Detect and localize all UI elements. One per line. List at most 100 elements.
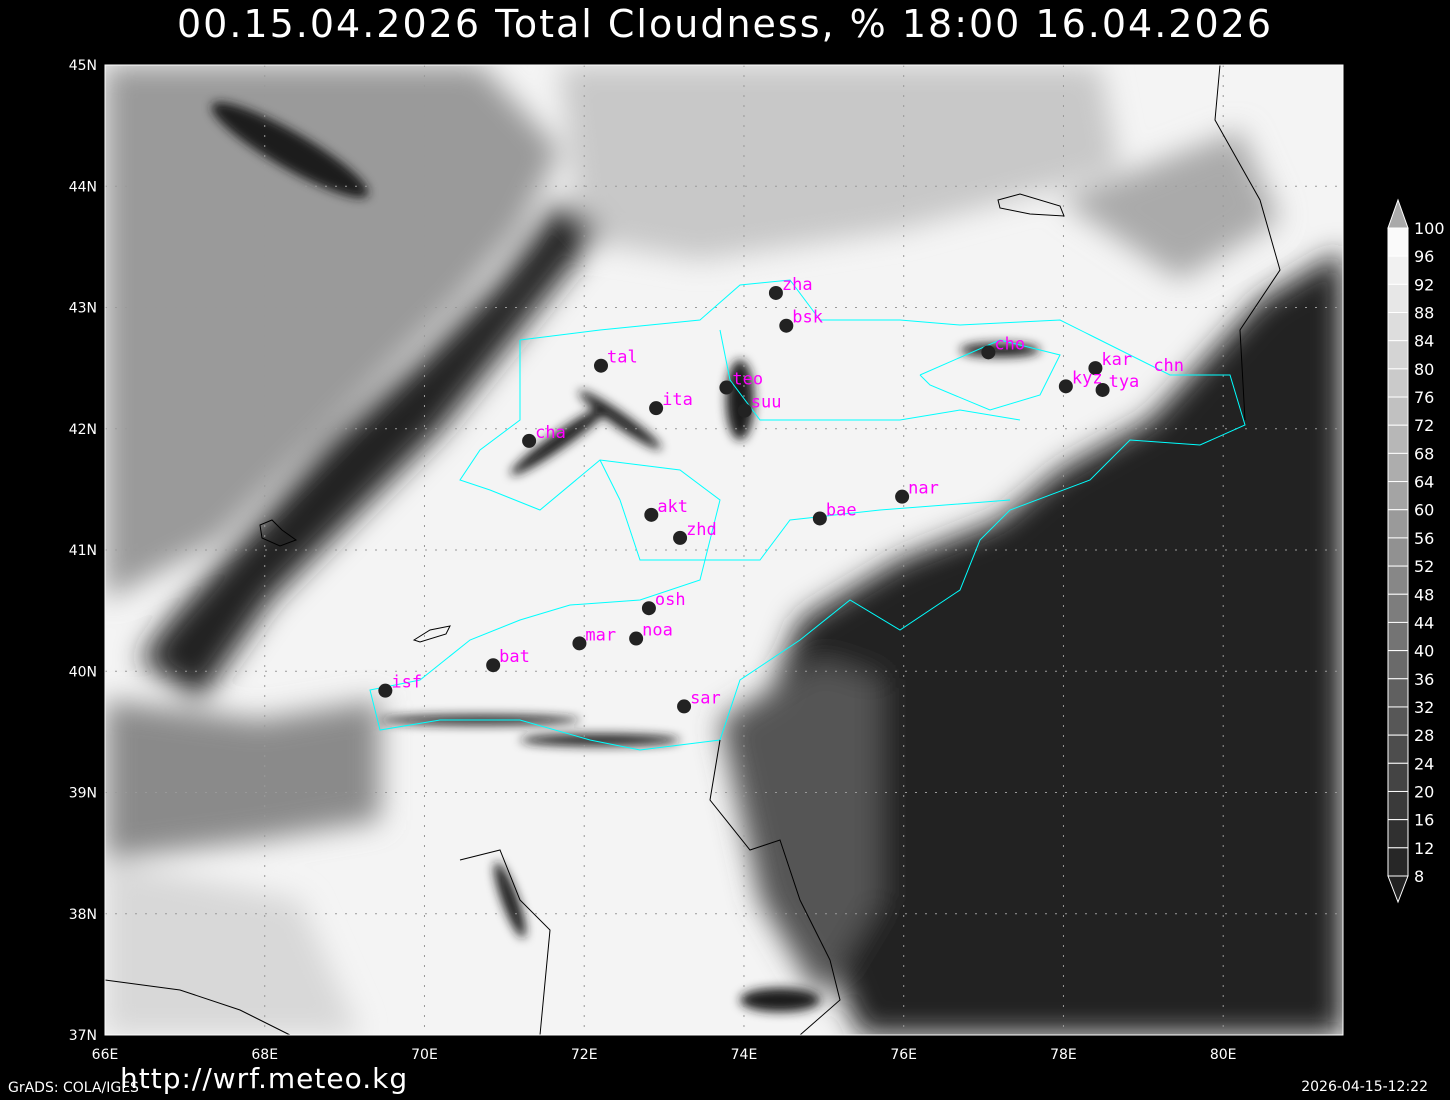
station-marker-zhd [673,530,688,545]
colorbar-label: 68 [1414,444,1434,463]
lat-tick-label: 39N [69,786,97,802]
station-marker-isf [378,683,393,698]
station-label-sar: sar [690,688,721,708]
colorbar-label: 52 [1414,557,1434,576]
colorbar-bin [1387,227,1409,257]
station-label-cho: cho [994,334,1025,354]
station-marker-noa [629,631,644,646]
colorbar-label: 80 [1414,360,1434,379]
lon-tick-label: 72E [571,1047,598,1063]
map-frame [104,64,1344,1036]
colorbar-bin [1387,396,1409,426]
map-title: 00.15.04.2026 Total Cloudness, % 18:00 1… [176,2,1274,46]
station-marker-bsk [779,318,794,333]
station-marker-nar [895,489,910,504]
colorbar-label: 12 [1414,839,1434,858]
station-label-cha: cha [535,423,566,443]
lon-tick-label: 80E [1210,1047,1237,1063]
station-marker-tya [1095,382,1110,397]
station-marker-osh [641,601,656,616]
station-label-isf: isf [391,673,422,693]
colorbar-label: 72 [1414,416,1434,435]
colorbar-min-arrow [1387,875,1409,904]
lat-tick-label: 42N [69,422,97,438]
colorbar-label: 48 [1414,585,1434,604]
station-label-chn: chn [1153,356,1184,376]
colorbar-bin [1387,283,1409,314]
station-label-kyz: kyz [1072,368,1103,388]
lon-tick-label: 78E [1050,1047,1077,1063]
colorbar-bin [1387,452,1409,483]
colorbar-bin [1387,424,1409,454]
station-marker-kyz [1058,379,1073,394]
colorbar-label: 64 [1414,473,1434,492]
colorbar-label: 16 [1414,811,1434,830]
colorbar-bin [1387,706,1409,736]
station-label-osh: osh [655,590,686,610]
lon-tick-label: 76E [890,1047,917,1063]
colorbar-label: 92 [1414,275,1434,294]
station-label-tal: tal [607,348,638,368]
station-marker-cho [981,345,996,360]
colorbar-bin [1387,819,1409,849]
colorbar-label: 20 [1414,782,1434,801]
station-marker-zha [768,285,783,300]
colorbar-bin [1387,734,1409,764]
station-label-suu: suu [751,393,782,413]
colorbar: 100 96 92 88 84 80 76 72 68 64 60 56 52 48 44 40 36 32 28 2… [1387,198,1445,904]
colorbar-label: 56 [1414,529,1434,548]
footer-url: http://wrf.meteo.kg [120,1062,409,1095]
colorbar-bin [1387,790,1409,821]
cloud-field [105,65,1343,1035]
lat-tick-label: 43N [69,301,97,317]
colorbar-label: 60 [1414,501,1434,520]
colorbar-bin [1387,537,1409,567]
station-label-bae: bae [826,500,857,520]
lat-tick-label: 45N [69,58,97,74]
station-marker-bat [486,658,501,673]
station-marker-suu [737,403,752,418]
colorbar-bin [1387,312,1409,342]
colorbar-bin [1387,847,1409,877]
colorbar-label: 28 [1414,726,1434,745]
lon-tick-label: 70E [411,1047,438,1063]
station-label-noa: noa [642,621,673,641]
colorbar-label: 24 [1414,754,1434,773]
station-marker-ita [649,401,664,416]
station-label-akt: akt [657,497,688,517]
lat-tick-label: 37N [69,1028,97,1044]
station-marker-mar [572,636,587,651]
station-label-bat: bat [499,647,530,667]
colorbar-bin [1387,621,1409,652]
colorbar-label: 44 [1414,613,1434,632]
lat-tick-label: 38N [69,907,97,923]
station-marker-tal [593,358,608,373]
station-label-zhd: zhd [686,520,717,540]
station-label-tya: tya [1109,372,1140,392]
colorbar-bin [1387,368,1409,398]
footer-credit: GrADS: COLA/IGES [8,1080,139,1096]
lat-tick-label: 40N [69,664,97,680]
colorbar-bin [1387,481,1409,511]
station-label-bsk: bsk [792,308,823,328]
station-label-kar: kar [1101,350,1132,370]
colorbar-bin [1387,340,1409,370]
footer-timestamp: 2026-04-15-12:22 [1301,1079,1428,1095]
colorbar-bin [1387,593,1409,623]
colorbar-bin [1387,509,1409,539]
colorbar-bin [1387,762,1409,792]
station-label-ita: ita [662,390,693,410]
colorbar-label: 8 [1414,867,1424,886]
colorbar-max-arrow [1387,198,1409,229]
colorbar-label: 76 [1414,388,1434,407]
station-marker-cha [522,433,537,448]
colorbar-label: 40 [1414,642,1434,661]
colorbar-bin [1387,650,1409,680]
colorbar-bin [1387,565,1409,595]
station-label-nar: nar [908,479,939,499]
lon-tick-label: 66E [92,1047,119,1063]
colorbar-label: 36 [1414,670,1434,689]
lat-tick-label: 44N [69,179,97,195]
